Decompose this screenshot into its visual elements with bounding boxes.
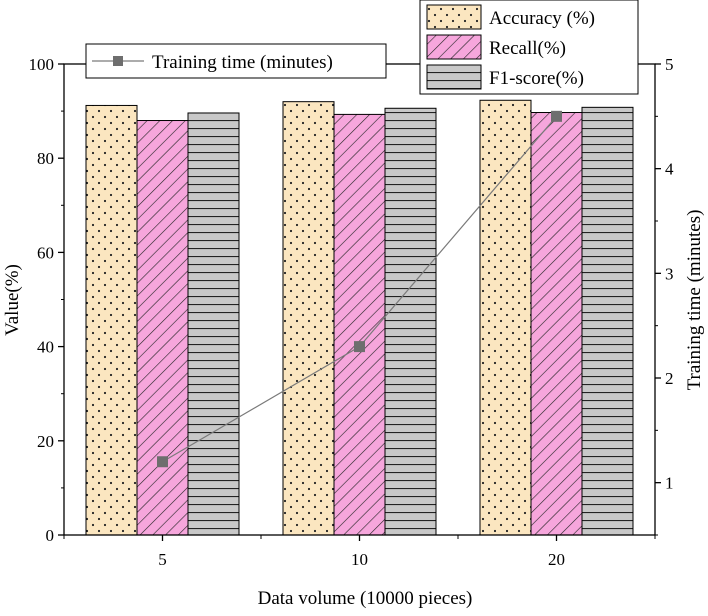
line-legend-marker	[113, 56, 123, 66]
bar-recall-20	[530, 112, 583, 536]
bar-accuracy-10	[282, 101, 335, 536]
training-time-point-5	[157, 456, 168, 468]
legend-label-accuracy: Accuracy (%)	[489, 8, 595, 29]
y2-tick-label: 2	[665, 369, 674, 388]
y-axis-title: Value(%)	[2, 264, 23, 336]
x-tick-label-5: 5	[158, 550, 167, 569]
y2-tick-label: 4	[665, 160, 674, 179]
bar-f1-5	[187, 112, 240, 536]
legend-label-f1: F1-score(%)	[489, 68, 584, 89]
line-legend-label: Training time (minutes)	[152, 52, 333, 73]
bar-legend: Accuracy (%) Recall(%) F1-score(%)	[419, 0, 639, 95]
bar-f1-10	[384, 107, 437, 536]
y-tick-label: 20	[37, 432, 54, 451]
legend-swatch-recall	[426, 34, 482, 60]
axes-layer: 0 20 40 60 80 100 1 2 3 4 5 5 10 20	[29, 55, 675, 569]
bars-layer	[85, 99, 634, 536]
y2-axis-title: Training time (minutes)	[684, 210, 705, 391]
legend-label-recall: Recall(%)	[489, 38, 566, 59]
y-tick-label: 100	[29, 55, 55, 74]
bar-recall-10	[333, 113, 386, 536]
y-tick-label: 0	[46, 526, 55, 545]
bar-accuracy-5	[85, 104, 138, 536]
y2-tick-label: 5	[665, 55, 674, 74]
training-time-line-layer	[157, 110, 562, 468]
training-time-point-10	[354, 341, 365, 353]
bar-recall-5	[136, 120, 189, 536]
training-time-point-20	[551, 110, 562, 122]
y2-tick-label: 3	[665, 264, 674, 283]
y-tick-label: 40	[37, 338, 54, 357]
y2-tick-label: 1	[665, 474, 674, 493]
line-legend: Training time (minutes)	[85, 43, 387, 79]
legend-swatch-f1	[426, 64, 482, 90]
legend-swatch-accuracy	[426, 4, 482, 30]
x-tick-label-20: 20	[548, 550, 565, 569]
bar-f1-20	[581, 106, 634, 536]
bar-accuracy-20	[479, 99, 532, 536]
y-tick-label: 80	[37, 149, 54, 168]
x-tick-label-10: 10	[351, 550, 368, 569]
y-tick-label: 60	[37, 243, 54, 262]
x-axis-title: Data volume (10000 pieces)	[258, 588, 473, 609]
